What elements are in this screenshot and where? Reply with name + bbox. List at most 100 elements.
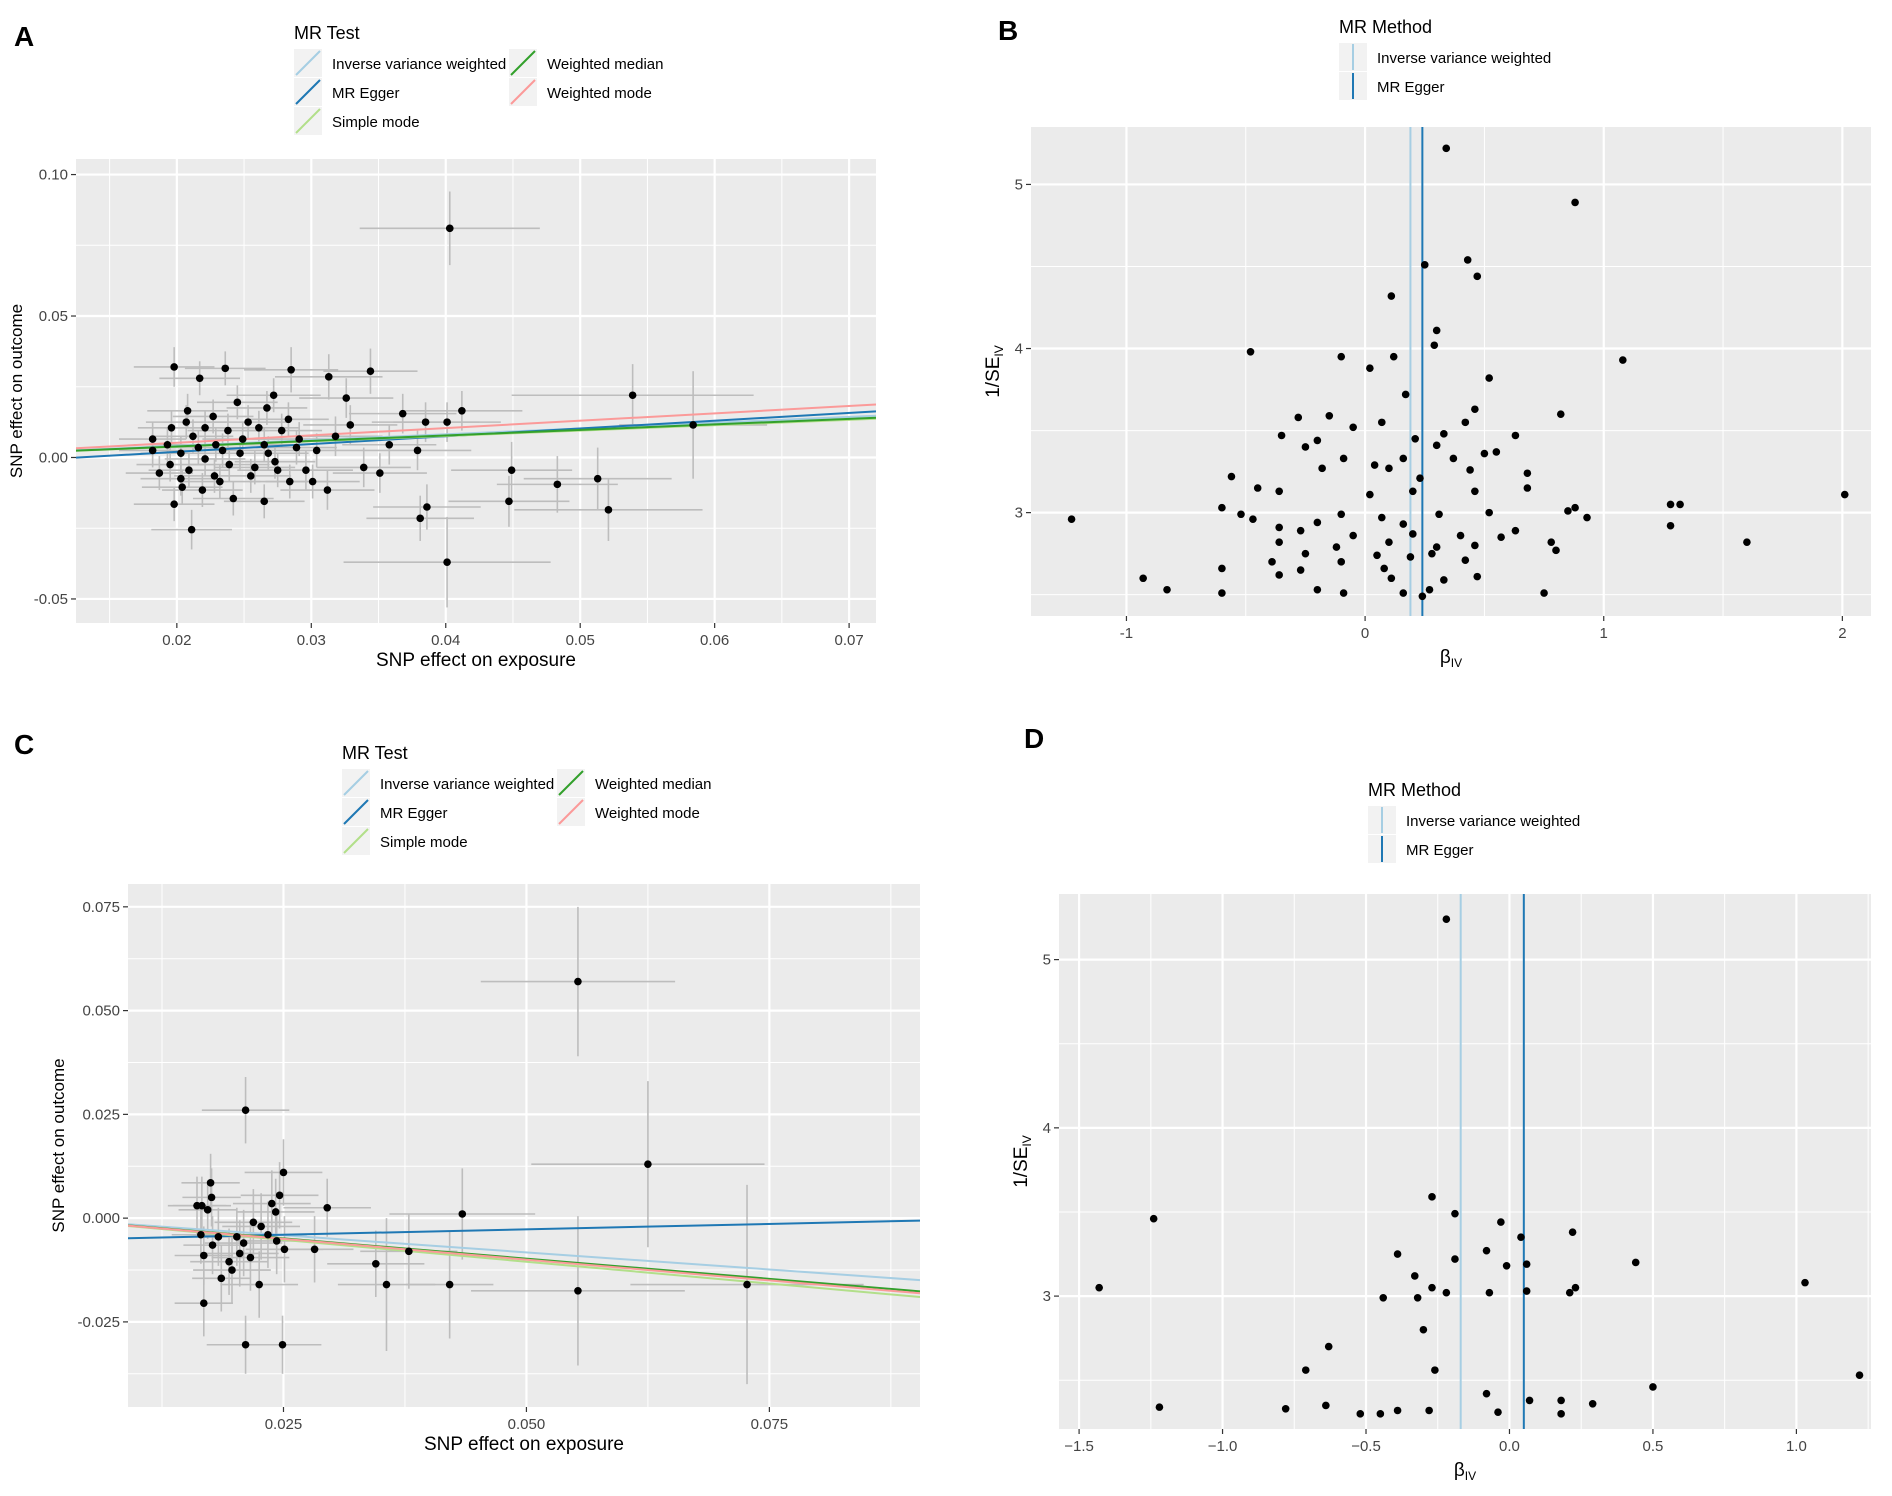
data-point [197,1230,205,1239]
gridlines [1031,127,1871,616]
data-point [257,1222,265,1231]
x-tick-label: 0 [1361,625,1369,642]
legend-item: MR Egger [1339,72,1445,100]
data-point [185,466,193,475]
gridlines [1059,894,1871,1429]
data-point [229,494,238,503]
legend: MR Method Inverse variance weighted MR Egg… [1339,17,1551,100]
data-point [346,421,355,429]
legend-label: Simple mode [380,834,468,851]
data-point [1517,1233,1525,1242]
data-point [278,1340,287,1349]
data-point [285,477,294,486]
y-tick-label: 0.025 [82,1106,120,1123]
data-point [260,440,269,449]
regression-line-mr-egger [128,1219,920,1240]
data-point [255,1280,263,1289]
data-point [505,497,513,506]
data-point [207,1193,216,1202]
data-point [1155,1403,1164,1411]
data-point [1366,364,1374,373]
data-point [398,409,407,418]
legend-key-line [558,770,584,796]
data-point [246,472,255,480]
data-point [1379,1293,1388,1302]
data-point [271,1208,280,1216]
data-point [264,449,273,458]
data-point [1218,564,1226,573]
data-point [178,483,187,491]
data-point [413,446,422,455]
data-point [628,391,637,400]
data-point [1425,1406,1433,1415]
data-point [1456,531,1465,540]
regression-line-inverse-variance-weighted [128,1223,920,1282]
data-point [292,443,301,452]
y-tick-label: 0.00 [39,449,68,466]
data-point [1564,507,1572,515]
x-tick-label: 0.050 [508,1416,546,1433]
data-point [443,558,451,566]
data-point [212,440,220,449]
regression-line-weighted-mode [76,403,876,450]
data-point [1409,487,1417,496]
y-tick-label: -0.025 [77,1314,120,1331]
data-point [1387,292,1396,300]
x-tick-label: 0.03 [297,632,326,649]
data-point [224,426,232,435]
legend-key-line [343,828,369,854]
data-point [1463,256,1472,264]
x-tick-label: 0.075 [751,1416,789,1433]
legend-label: MR Egger [1406,842,1474,859]
x-tick-label: 0.0 [1499,1438,1520,1455]
data-point [1482,1246,1491,1255]
data-point [1473,272,1482,281]
plot-background [1031,127,1871,616]
y-tick-label: 0.10 [39,167,68,184]
data-point [1401,390,1410,399]
data-point [1649,1383,1657,1391]
data-point [1275,523,1283,532]
x-tick-label: 0.5 [1643,1438,1664,1455]
data-point [1249,515,1257,523]
data-point [1666,521,1675,530]
data-point [445,1280,454,1289]
data-point [1801,1278,1809,1287]
data-point [359,463,368,472]
plot-background [1059,894,1871,1429]
data-point [1571,1283,1580,1292]
legend-title: MR Method [1339,17,1432,37]
legend-item: Inverse variance weighted [294,49,506,77]
x-axis-title: βIV [1454,1460,1476,1483]
data-point [743,1280,751,1289]
panel-label: C [14,729,34,760]
legend-item: Simple mode [294,107,420,135]
data-point [1163,585,1171,594]
data-point [1855,1371,1864,1379]
legend-label: Weighted mode [547,85,652,102]
data-point [421,418,430,426]
legend-item: MR Egger [294,78,400,106]
data-point [217,1274,226,1283]
data-point [1237,510,1245,519]
data-points [148,224,697,566]
data-point [1428,1193,1436,1201]
data-point [1268,558,1276,566]
data-point [382,1280,391,1289]
data-point [210,472,219,480]
data-point [268,1199,276,1208]
data-point [1666,500,1675,509]
data-point [574,1286,582,1295]
data-point [308,477,317,486]
data-point [1218,503,1226,512]
data-point [1432,441,1441,450]
data-point [1294,413,1303,422]
plot-background [128,884,920,1407]
data-point [209,412,217,421]
data-point [271,457,279,466]
legend-item: MR Egger [1368,835,1474,863]
data-point [604,506,613,514]
legend-key-line [343,770,369,796]
x-axis-title: SNP effect on exposure [424,1434,624,1455]
